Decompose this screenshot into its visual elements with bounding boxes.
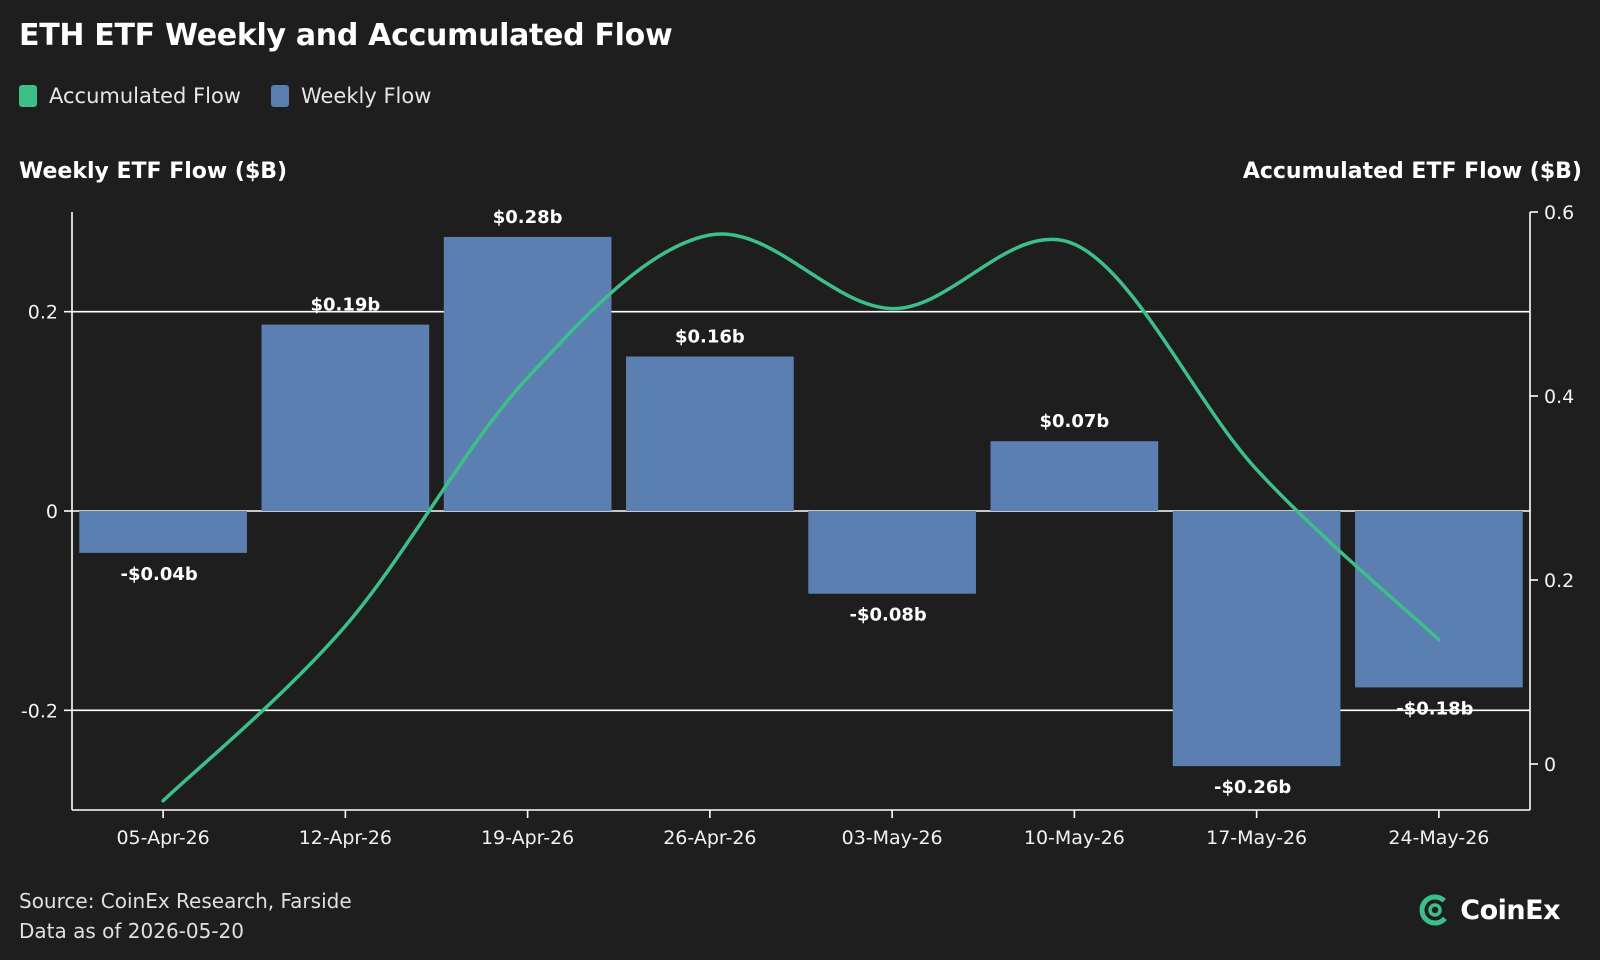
left-tick-label-0: 0.2 <box>28 302 58 324</box>
bar-7 <box>1355 511 1523 688</box>
coinex-logo: CoinEx <box>1418 893 1560 927</box>
bar-label-4: -$0.08b <box>849 605 926 626</box>
legend-swatch-accumulated <box>19 85 37 107</box>
accumulated-flow-line <box>161 232 1441 803</box>
left-axis-title: Weekly ETF Flow ($B) <box>19 159 288 184</box>
x-tick-label-5: 10-May-26 <box>1024 827 1125 849</box>
bar-label-2: $0.28b <box>493 207 563 228</box>
x-tick-label-0: 05-Apr-26 <box>116 827 209 849</box>
right-tick-label-1: 0.4 <box>1544 386 1574 408</box>
bar-label-7: -$0.18b <box>1396 698 1473 719</box>
right-axis-title: Accumulated ETF Flow ($B) <box>1242 159 1582 184</box>
bar-label-3: $0.16b <box>675 327 745 348</box>
x-tick-label-4: 03-May-26 <box>842 827 943 849</box>
chart-title: ETH ETF Weekly and Accumulated Flow <box>19 18 673 53</box>
legend-item-accumulated: Accumulated Flow <box>19 84 241 108</box>
legend-item-weekly: Weekly Flow <box>270 84 432 108</box>
bar-4 <box>808 511 976 594</box>
right-tick-label-2: 0.2 <box>1544 570 1574 592</box>
right-tick-label-0: 0.6 <box>1544 202 1574 224</box>
x-tick-label-2: 19-Apr-26 <box>481 827 574 849</box>
bar-3 <box>626 356 794 511</box>
x-tick-label-6: 17-May-26 <box>1206 827 1307 849</box>
legend: Accumulated Flow Weekly Flow <box>19 84 431 108</box>
bar-label-0: -$0.04b <box>120 564 197 585</box>
coinex-logo-icon <box>1419 894 1451 926</box>
bar-label-6: -$0.26b <box>1214 777 1291 798</box>
bar-0 <box>79 511 247 553</box>
left-tick-label-2: -0.2 <box>21 700 58 722</box>
x-tick-label-7: 24-May-26 <box>1388 827 1489 849</box>
right-tick-label-3: 0 <box>1544 754 1556 776</box>
logo-text: CoinEx <box>1460 894 1560 926</box>
bar-1 <box>261 324 430 511</box>
bar-6 <box>1172 511 1341 767</box>
x-tick-label-3: 26-Apr-26 <box>663 827 756 849</box>
legend-label-weekly: Weekly Flow <box>300 84 432 108</box>
source-note: Source: CoinEx Research, Farside Data as… <box>19 886 352 946</box>
legend-swatch-weekly <box>270 85 289 107</box>
source-text: Source: CoinEx Research, Farside <box>19 889 352 913</box>
bar-label-5: $0.07b <box>1039 411 1109 432</box>
bar-label-1: $0.19b <box>310 295 380 316</box>
left-tick-label-1: 0 <box>46 501 58 523</box>
x-tick-label-1: 12-Apr-26 <box>299 827 392 849</box>
legend-label-accumulated: Accumulated Flow <box>49 84 241 108</box>
bar-2 <box>443 236 612 511</box>
bar-5 <box>990 441 1159 511</box>
data-date-text: Data as of 2026-05-20 <box>19 919 245 943</box>
